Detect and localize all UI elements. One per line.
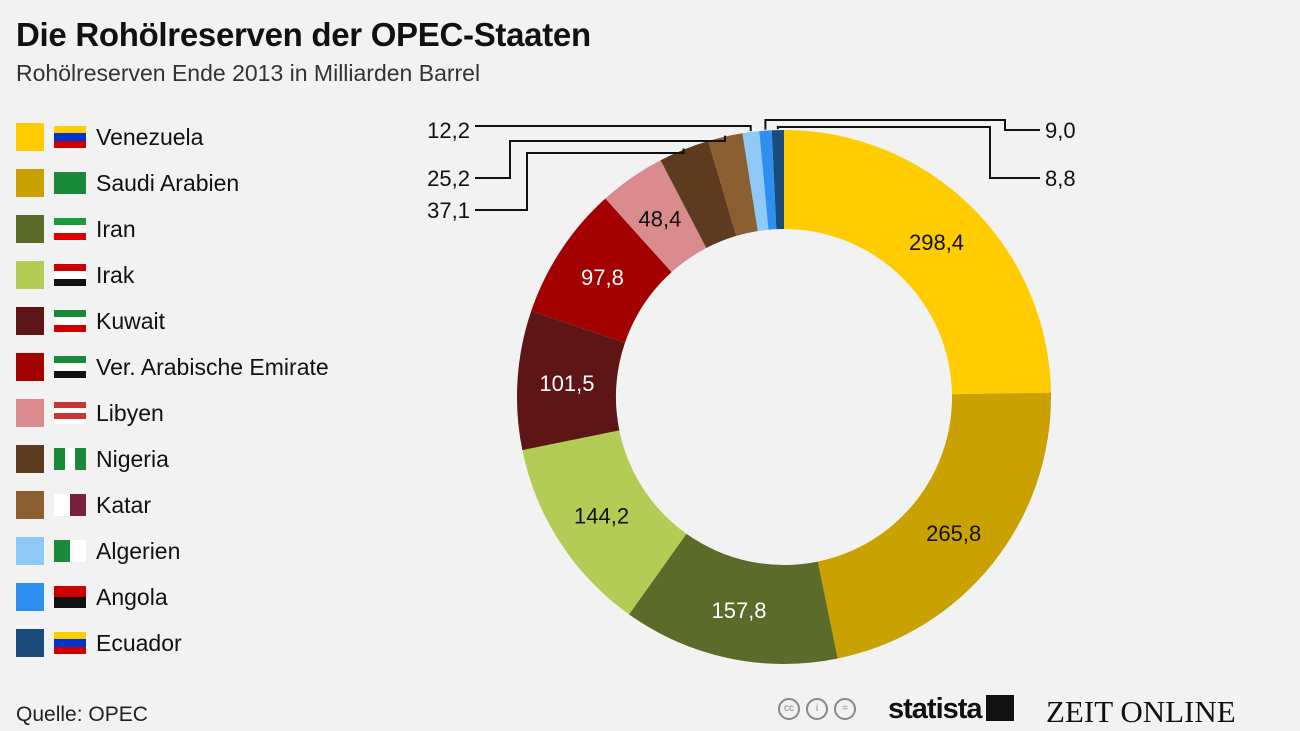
leader-line — [475, 148, 685, 211]
data-label: 48,4 — [639, 206, 682, 231]
legend-item: Ver. Arabische Emirate — [16, 344, 329, 390]
legend-swatch — [16, 537, 44, 565]
legend-label: Nigeria — [96, 445, 169, 472]
chart-title: Die Rohölreserven der OPEC-Staaten — [16, 16, 591, 53]
legend-item: Saudi Arabien — [16, 160, 329, 206]
legend-label: Iran — [96, 215, 136, 242]
legend-label: Algerien — [96, 537, 181, 564]
legend-label: Angola — [96, 583, 168, 610]
legend-item: Kuwait — [16, 298, 329, 344]
legend-label: Irak — [96, 261, 135, 288]
flag-icon — [54, 448, 86, 470]
legend-item: Ecuador — [16, 620, 329, 666]
donut-slice-9 — [742, 131, 769, 232]
leader-line — [475, 125, 752, 132]
legend-swatch — [16, 583, 44, 611]
attribution-icon: i — [806, 698, 828, 720]
cc-icon: cc — [778, 698, 800, 720]
legend-label: Ecuador — [96, 629, 182, 656]
data-label: 97,8 — [581, 265, 624, 290]
data-label: 9,0 — [1045, 118, 1076, 143]
statista-mark-icon — [985, 695, 1014, 721]
statista-logo-text: statista — [888, 693, 983, 725]
legend-swatch — [16, 491, 44, 519]
donut-slice-3 — [522, 430, 687, 615]
legend-item: Venezuela — [16, 114, 329, 160]
data-label: 37,1 — [427, 198, 470, 223]
legend-item: Angola — [16, 574, 329, 620]
donut-slice-4 — [517, 310, 625, 451]
data-label: 12,2 — [427, 118, 470, 143]
legend-label: Venezuela — [96, 123, 204, 150]
data-label: 144,2 — [574, 503, 629, 528]
legend-item: Iran — [16, 206, 329, 252]
donut-slice-8 — [708, 133, 758, 236]
source-note: Quelle: OPEC — [16, 703, 148, 726]
zeit-online-logo[interactable]: ZEIT ONLINE — [1046, 694, 1236, 729]
leader-line — [475, 135, 726, 179]
flag-icon — [54, 402, 86, 424]
flag-icon — [54, 586, 86, 608]
donut-slice-0 — [784, 130, 1051, 395]
legend-item: Algerien — [16, 528, 329, 574]
legend-label: Saudi Arabien — [96, 169, 240, 196]
flag-icon — [54, 172, 86, 194]
legend-swatch — [16, 169, 44, 197]
flag-icon — [54, 356, 86, 378]
creative-commons-icons: cc i = — [778, 698, 856, 720]
donut-slice-11 — [771, 130, 784, 230]
legend-label: Ver. Arabische Emirate — [96, 353, 329, 380]
legend-label: Katar — [96, 491, 151, 518]
legend-swatch — [16, 399, 44, 427]
data-label: 298,4 — [909, 230, 964, 255]
data-label: 157,8 — [711, 598, 766, 623]
legend-item: Irak — [16, 252, 329, 298]
flag-icon — [54, 126, 86, 148]
leader-line — [776, 126, 1040, 179]
legend-swatch — [16, 445, 44, 473]
legend-swatch — [16, 215, 44, 243]
leader-line — [764, 119, 1040, 131]
data-label: 25,2 — [427, 166, 470, 191]
legend-label: Kuwait — [96, 307, 166, 334]
data-label: 8,8 — [1045, 166, 1076, 191]
donut-slice-10 — [759, 130, 777, 230]
legend-swatch — [16, 307, 44, 335]
chart-subtitle: Rohölreserven Ende 2013 in Milliarden Ba… — [16, 60, 481, 86]
donut-slice-2 — [629, 533, 838, 664]
legend-label: Libyen — [96, 399, 164, 426]
legend-item: Libyen — [16, 390, 329, 436]
flag-icon — [54, 632, 86, 654]
legend-item: Katar — [16, 482, 329, 528]
flag-icon — [54, 494, 86, 516]
legend-item: Nigeria — [16, 436, 329, 482]
donut-slice-1 — [817, 392, 1051, 659]
data-label: 101,5 — [539, 371, 594, 396]
flag-icon — [54, 310, 86, 332]
donut-slice-7 — [660, 140, 737, 249]
data-label: 265,8 — [926, 521, 981, 546]
legend-swatch — [16, 261, 44, 289]
donut-slice-5 — [531, 198, 672, 343]
legend-swatch — [16, 353, 44, 381]
flag-icon — [54, 540, 86, 562]
legend-swatch — [16, 123, 44, 151]
legend-swatch — [16, 629, 44, 657]
donut-slice-6 — [605, 160, 707, 273]
flag-icon — [54, 218, 86, 240]
flag-icon — [54, 264, 86, 286]
statista-logo[interactable]: statista — [888, 693, 1014, 726]
legend: Venezuela Saudi Arabien Iran Irak Kuwait Ver.… — [16, 114, 329, 666]
noderivs-icon: = — [834, 698, 856, 720]
